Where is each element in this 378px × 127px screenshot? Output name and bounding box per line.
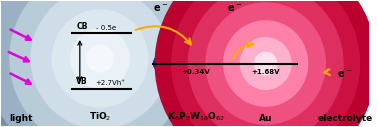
Ellipse shape — [184, 59, 208, 68]
Ellipse shape — [206, 3, 325, 124]
Ellipse shape — [71, 29, 129, 88]
Ellipse shape — [10, 0, 190, 127]
Text: e$^-$: e$^-$ — [153, 3, 168, 14]
Text: e$^-$: e$^-$ — [227, 3, 242, 14]
Text: TiO$_2$: TiO$_2$ — [89, 110, 111, 123]
Ellipse shape — [161, 49, 231, 78]
Text: Au: Au — [259, 114, 273, 123]
Ellipse shape — [31, 0, 169, 127]
Text: +0.34V: +0.34V — [181, 69, 210, 75]
Ellipse shape — [190, 61, 202, 66]
Ellipse shape — [53, 10, 148, 107]
Ellipse shape — [172, 0, 359, 127]
Text: - 0.5e: - 0.5e — [96, 25, 116, 31]
Ellipse shape — [169, 53, 222, 74]
Ellipse shape — [153, 46, 238, 81]
Ellipse shape — [188, 0, 343, 127]
Text: +2.7Vh⁺: +2.7Vh⁺ — [96, 80, 125, 86]
Ellipse shape — [255, 52, 277, 75]
Text: light: light — [9, 114, 33, 123]
Text: VB: VB — [76, 77, 88, 86]
Ellipse shape — [155, 0, 376, 127]
Ellipse shape — [87, 45, 113, 72]
Ellipse shape — [177, 56, 214, 71]
Ellipse shape — [0, 0, 213, 127]
Ellipse shape — [224, 21, 308, 106]
Ellipse shape — [0, 0, 232, 127]
Text: CB: CB — [76, 22, 88, 31]
Ellipse shape — [240, 38, 291, 89]
Text: electrolyte: electrolyte — [317, 114, 372, 123]
Text: K$_6$P$_2$W$_{18}$O$_{62}$: K$_6$P$_2$W$_{18}$O$_{62}$ — [167, 110, 225, 123]
Text: e$^-$: e$^-$ — [338, 69, 352, 80]
Text: +1.68V: +1.68V — [251, 69, 280, 75]
